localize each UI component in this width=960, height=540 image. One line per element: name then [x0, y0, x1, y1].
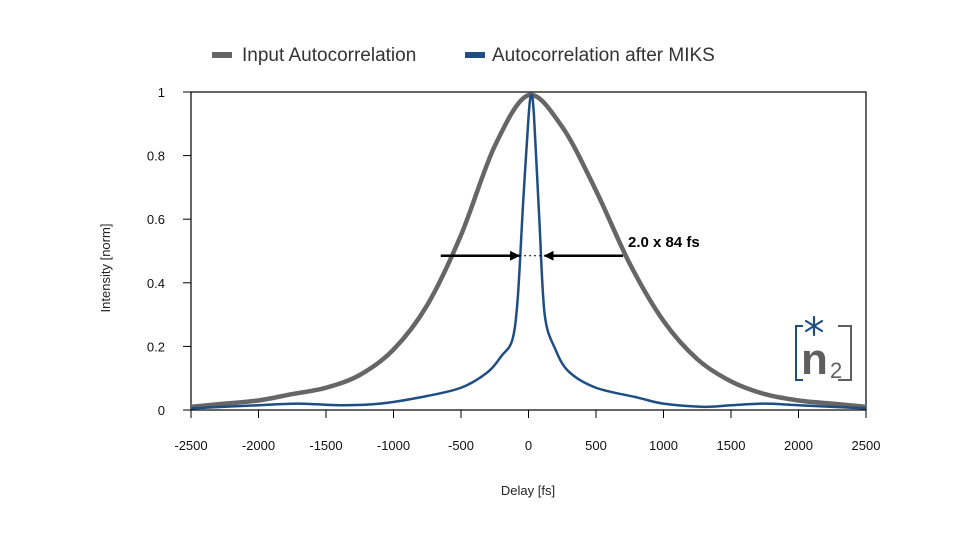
- y-axis-label: Intensity [norm]: [98, 224, 113, 313]
- x-tick-label: 2000: [784, 438, 813, 453]
- x-tick-label: -1500: [309, 438, 342, 453]
- fwhm-annotation: 2.0 x 84 fs: [440, 234, 700, 261]
- x-tick-label: -2500: [174, 438, 207, 453]
- y-tick-label: 0.2: [147, 339, 165, 354]
- logo-star-icon: [804, 315, 824, 337]
- x-tick-label: -500: [448, 438, 474, 453]
- x-tick-label: 500: [585, 438, 607, 453]
- legend-label-miks: Autocorrelation after MIKS: [492, 45, 715, 66]
- legend-label-input: Input Autocorrelation: [242, 45, 416, 66]
- logo-bracket-left: [795, 325, 803, 381]
- x-tick-label: 1000: [649, 438, 678, 453]
- logo-bracket-right: [838, 325, 852, 381]
- x-tick-label: 2500: [852, 438, 881, 453]
- n2-logo: n 2: [795, 315, 852, 384]
- legend: Input Autocorrelation Autocorrelation af…: [212, 45, 715, 66]
- y-tick-label: 0.4: [147, 276, 165, 291]
- x-tick-label: -1000: [377, 438, 410, 453]
- x-axis: -2500 -2000 -1500 -1000 -500 0 500 1000 1500 2000…: [174, 410, 880, 453]
- x-tick-label: 0: [525, 438, 532, 453]
- fwhm-label: 2.0 x 84 fs: [628, 234, 700, 251]
- x-tick-label: -2000: [242, 438, 275, 453]
- series-layer: [190, 92, 867, 410]
- y-tick-label: 0.8: [147, 149, 165, 164]
- series-input-autocorrelation: [190, 92, 867, 410]
- y-tick-label: 1: [158, 85, 165, 100]
- x-tick-label: 1500: [717, 438, 746, 453]
- y-axis: 0 0.2 0.4 0.6 0.8 1: [147, 85, 191, 418]
- logo-n: n: [801, 335, 828, 384]
- logo-subscript: 2: [830, 358, 842, 383]
- plot-frame: [190, 91, 867, 411]
- y-tick-label: 0: [158, 403, 165, 418]
- x-axis-label: Delay [fs]: [501, 483, 555, 498]
- y-tick-label: 0.6: [147, 212, 165, 227]
- series-autocorrelation-after-miks: [190, 93, 867, 410]
